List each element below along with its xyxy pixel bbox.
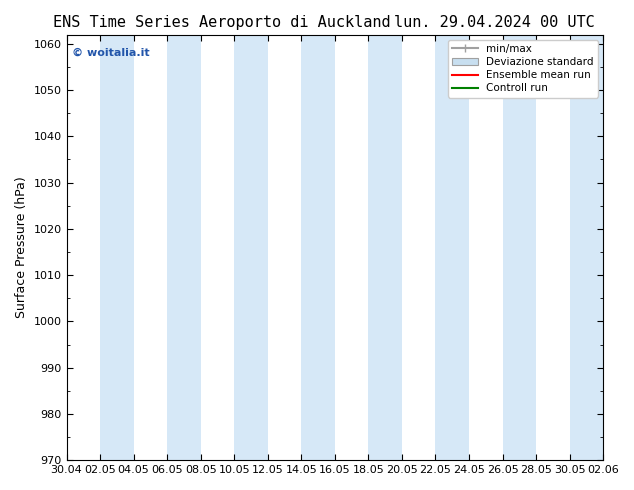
Bar <box>234 35 268 460</box>
Bar <box>167 35 201 460</box>
Bar <box>436 35 469 460</box>
Text: ENS Time Series Aeroporto di Auckland: ENS Time Series Aeroporto di Auckland <box>53 15 391 30</box>
Y-axis label: Surface Pressure (hPa): Surface Pressure (hPa) <box>15 176 28 318</box>
Legend: min/max, Deviazione standard, Ensemble mean run, Controll run: min/max, Deviazione standard, Ensemble m… <box>448 40 598 98</box>
Bar <box>503 35 536 460</box>
Bar <box>569 35 603 460</box>
Bar <box>301 35 335 460</box>
Text: © woitalia.it: © woitalia.it <box>72 48 150 57</box>
Bar <box>100 35 134 460</box>
Bar <box>368 35 402 460</box>
Text: lun. 29.04.2024 00 UTC: lun. 29.04.2024 00 UTC <box>394 15 595 30</box>
